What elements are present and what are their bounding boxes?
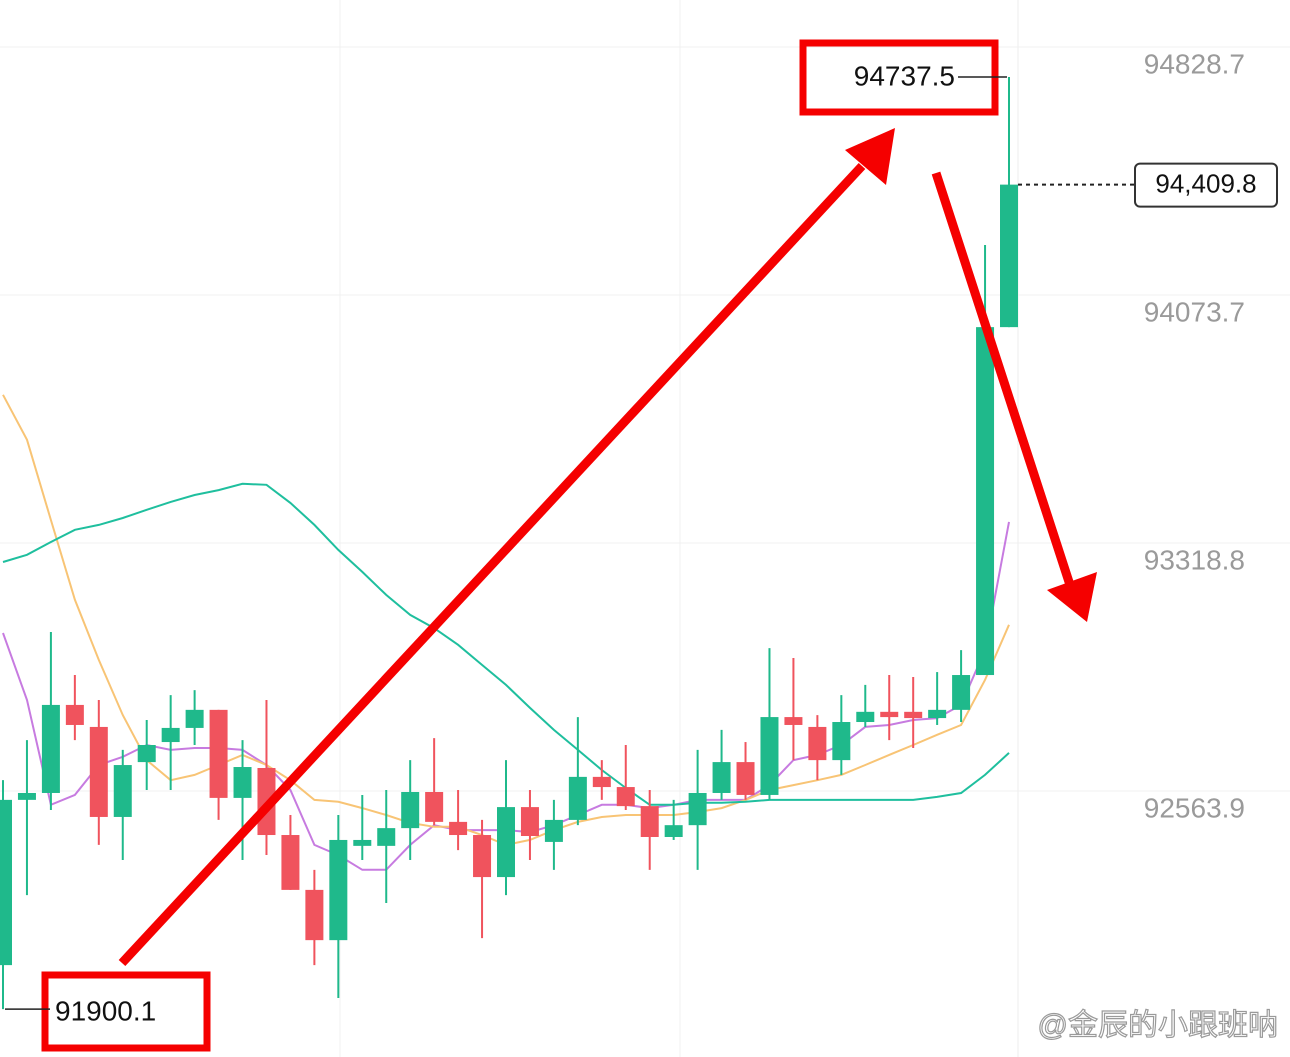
- y-tick-label: 94828.7: [1144, 48, 1245, 79]
- candle-body: [808, 726, 827, 761]
- candle-body: [401, 791, 420, 829]
- candle-body: [281, 835, 300, 890]
- candle-body: [928, 709, 947, 719]
- arrow-up: [118, 162, 866, 967]
- candle-body: [113, 765, 132, 817]
- candle-body: [65, 704, 84, 725]
- candle-body: [329, 839, 348, 941]
- candle-body: [664, 825, 683, 837]
- arrow-head: [1047, 572, 1097, 622]
- candle-body: [904, 711, 923, 719]
- candle-body: [688, 792, 707, 826]
- candle-body: [856, 711, 875, 723]
- candle-body: [449, 821, 468, 836]
- candles: [0, 76, 1018, 1010]
- candle-body: [0, 799, 12, 966]
- candle-body: [616, 787, 635, 807]
- candle-body: [760, 717, 779, 795]
- candle-body: [497, 807, 515, 878]
- candle-body: [161, 727, 180, 743]
- candle-body: [353, 839, 372, 846]
- candle-body: [592, 776, 611, 788]
- candle-body: [712, 762, 731, 793]
- candle-body: [568, 776, 587, 820]
- candle-body: [1000, 184, 1018, 328]
- candle-body: [544, 819, 563, 842]
- y-tick-label: 93318.8: [1144, 544, 1245, 575]
- ma-line: [2, 482, 1010, 806]
- candle-body: [41, 704, 60, 793]
- candle-body: [640, 806, 659, 837]
- highlight-box: [41, 971, 211, 1052]
- candle-body: [377, 828, 396, 846]
- candle-body: [425, 791, 444, 822]
- candle-body: [880, 711, 899, 718]
- candle-body: [736, 762, 755, 795]
- candle-body: [137, 745, 156, 763]
- candle-body: [784, 717, 803, 725]
- candle-body: [305, 889, 324, 941]
- candle-body: [89, 726, 108, 817]
- arrow-down: [931, 171, 1075, 587]
- candle-body: [520, 807, 539, 837]
- last-price-label: 94,409.8: [1155, 169, 1256, 199]
- last-price-box: [1134, 162, 1278, 208]
- low-marker-label: 91900.1: [55, 995, 156, 1026]
- watermark: @金辰的小跟班呐: [1038, 1009, 1278, 1042]
- arrow-head: [845, 128, 895, 185]
- y-tick-label: 92563.9: [1144, 792, 1245, 823]
- annotations: 94737.5 91900.1 94,409.8 @金辰的小跟班呐: [5, 39, 1279, 1052]
- candle-body: [976, 327, 995, 676]
- candle-body: [233, 767, 252, 798]
- candle-body: [473, 835, 492, 878]
- candle-body: [832, 722, 851, 761]
- candle-body: [17, 792, 36, 800]
- y-tick-label: 94073.7: [1144, 296, 1245, 327]
- candle-body: [952, 675, 971, 710]
- candle-body: [209, 709, 228, 798]
- candle-body: [185, 709, 204, 728]
- high-marker-label: 94737.5: [854, 60, 955, 91]
